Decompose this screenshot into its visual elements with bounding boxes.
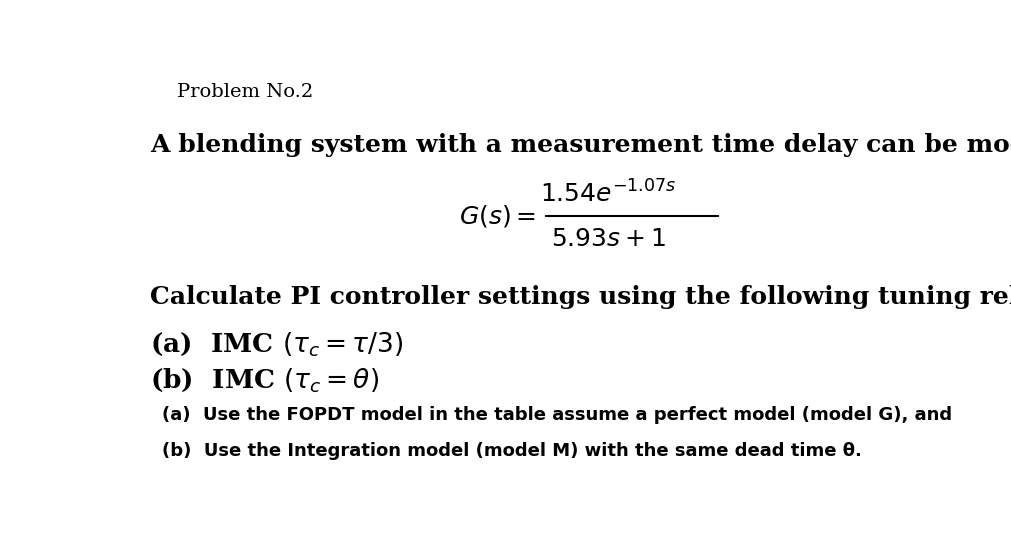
Text: $1.54e^{-1.07s}$: $1.54e^{-1.07s}$ <box>540 180 676 208</box>
Text: (b)  Use the Integration model (model M) with the same dead time θ.: (b) Use the Integration model (model M) … <box>162 442 861 459</box>
Text: $5.93s + 1$: $5.93s + 1$ <box>551 228 666 251</box>
Text: (b)  IMC $(\tau_c = \theta)$: (b) IMC $(\tau_c = \theta)$ <box>150 366 379 394</box>
Text: Calculate PI controller settings using the following tuning relations:: Calculate PI controller settings using t… <box>150 285 1011 309</box>
Text: A blending system with a measurement time delay can be modeled as: A blending system with a measurement tim… <box>150 133 1011 157</box>
Text: (a)  Use the FOPDT model in the table assume a perfect model (model G), and: (a) Use the FOPDT model in the table ass… <box>162 406 951 424</box>
Text: $G(s) =$: $G(s) =$ <box>459 203 537 229</box>
Text: (a)  IMC $(\tau_c = \tau/3)$: (a) IMC $(\tau_c = \tau/3)$ <box>150 330 403 358</box>
Text: Problem No.2: Problem No.2 <box>177 83 313 101</box>
